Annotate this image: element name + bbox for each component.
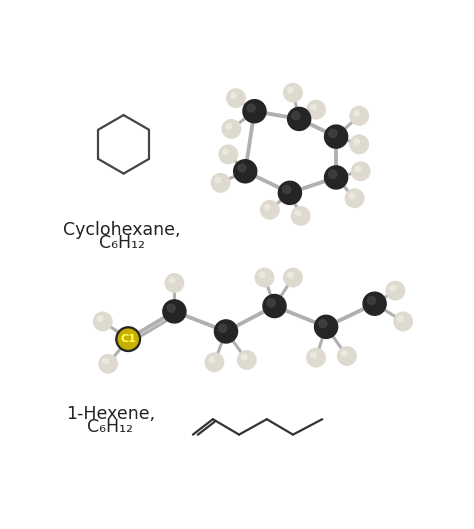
Ellipse shape (231, 93, 236, 98)
Ellipse shape (278, 181, 301, 204)
Ellipse shape (116, 327, 140, 351)
Ellipse shape (288, 87, 293, 93)
Ellipse shape (363, 292, 386, 315)
Ellipse shape (349, 193, 355, 198)
Ellipse shape (337, 347, 356, 366)
Ellipse shape (288, 272, 293, 278)
Ellipse shape (284, 268, 302, 287)
Ellipse shape (354, 139, 359, 144)
Ellipse shape (163, 300, 186, 323)
Ellipse shape (226, 124, 232, 129)
Ellipse shape (238, 164, 246, 172)
Ellipse shape (234, 160, 257, 183)
Ellipse shape (346, 189, 364, 207)
Ellipse shape (243, 99, 266, 123)
Ellipse shape (292, 207, 310, 225)
Ellipse shape (165, 273, 183, 292)
Ellipse shape (241, 354, 247, 360)
Ellipse shape (307, 101, 325, 119)
Ellipse shape (311, 104, 316, 110)
Ellipse shape (390, 285, 396, 291)
Ellipse shape (120, 331, 129, 340)
Ellipse shape (394, 312, 412, 331)
Ellipse shape (325, 125, 347, 148)
Ellipse shape (315, 315, 337, 339)
Text: Cyclohexane,: Cyclohexane, (64, 221, 181, 239)
Ellipse shape (103, 359, 109, 364)
Ellipse shape (311, 352, 316, 358)
Ellipse shape (214, 320, 237, 343)
Text: C1: C1 (120, 334, 136, 344)
Ellipse shape (219, 324, 227, 332)
Ellipse shape (209, 357, 215, 362)
Ellipse shape (354, 111, 359, 116)
Ellipse shape (99, 354, 118, 373)
Ellipse shape (307, 349, 325, 367)
Ellipse shape (215, 177, 221, 183)
Ellipse shape (386, 281, 405, 300)
Ellipse shape (169, 278, 174, 283)
Ellipse shape (98, 316, 103, 322)
Ellipse shape (267, 299, 275, 307)
Ellipse shape (367, 296, 375, 305)
Ellipse shape (295, 211, 301, 216)
Ellipse shape (205, 353, 224, 371)
Ellipse shape (325, 166, 347, 189)
Circle shape (118, 329, 138, 349)
Ellipse shape (219, 145, 237, 163)
Ellipse shape (227, 89, 245, 107)
Ellipse shape (264, 204, 270, 210)
Ellipse shape (255, 268, 273, 287)
Ellipse shape (292, 112, 300, 120)
Text: C₆H₁₂: C₆H₁₂ (88, 418, 134, 436)
Ellipse shape (352, 162, 370, 180)
Ellipse shape (263, 295, 286, 317)
Ellipse shape (261, 200, 279, 219)
Ellipse shape (350, 107, 368, 125)
Ellipse shape (223, 149, 228, 154)
Ellipse shape (222, 120, 241, 138)
Text: 1-Hexene,: 1-Hexene, (66, 405, 155, 423)
Ellipse shape (398, 316, 403, 322)
Ellipse shape (284, 84, 302, 102)
Ellipse shape (329, 130, 337, 138)
Ellipse shape (341, 351, 347, 356)
Ellipse shape (167, 304, 175, 312)
Ellipse shape (356, 166, 361, 171)
Ellipse shape (259, 272, 264, 278)
Ellipse shape (350, 135, 368, 153)
Ellipse shape (93, 312, 112, 331)
Ellipse shape (211, 174, 230, 192)
Ellipse shape (247, 104, 255, 112)
Ellipse shape (237, 351, 256, 369)
Ellipse shape (319, 320, 327, 327)
Text: C₆H₁₂: C₆H₁₂ (99, 234, 145, 252)
Ellipse shape (288, 107, 310, 131)
Ellipse shape (283, 186, 291, 194)
Ellipse shape (329, 170, 337, 178)
